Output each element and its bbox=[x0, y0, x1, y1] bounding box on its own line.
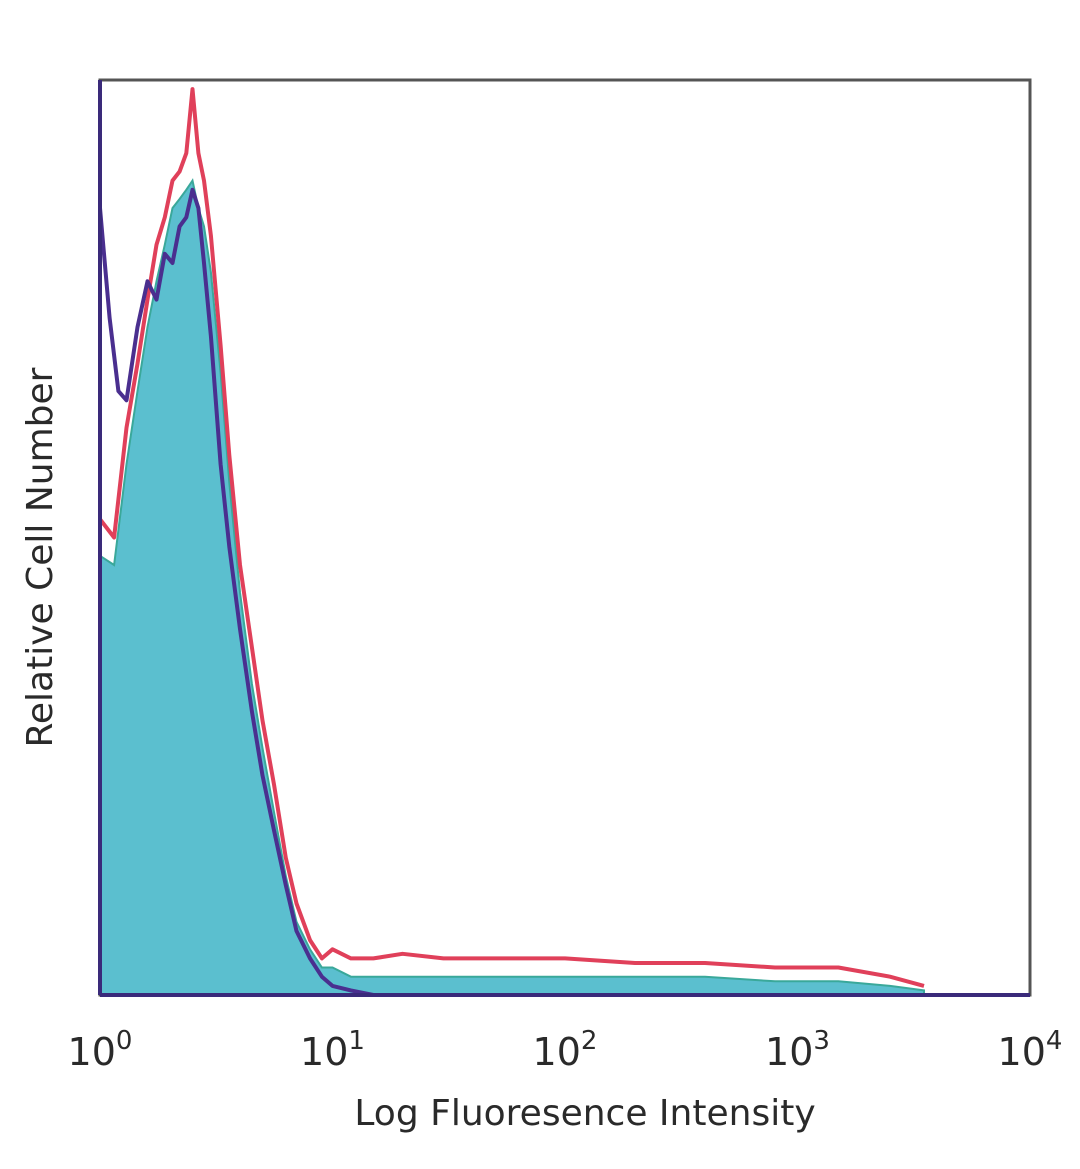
series-layer bbox=[98, 87, 925, 997]
series-1-line bbox=[98, 87, 925, 988]
y-axis-label: Relative Cell Number bbox=[20, 367, 61, 747]
x-tick-label-2: 102 bbox=[533, 1026, 598, 1074]
x-tick-label-3: 103 bbox=[765, 1026, 830, 1074]
x-tick-labels: 100 101 102 103 104 bbox=[68, 1026, 1063, 1074]
x-tick-label-4: 104 bbox=[998, 1026, 1063, 1074]
x-axis-label: Log Fluoresence Intensity bbox=[354, 1093, 815, 1134]
x-tick-label-0: 100 bbox=[68, 1026, 133, 1074]
series-0-area bbox=[99, 178, 925, 996]
series-2-line bbox=[98, 187, 444, 997]
x-tick-label-1: 101 bbox=[300, 1026, 365, 1074]
